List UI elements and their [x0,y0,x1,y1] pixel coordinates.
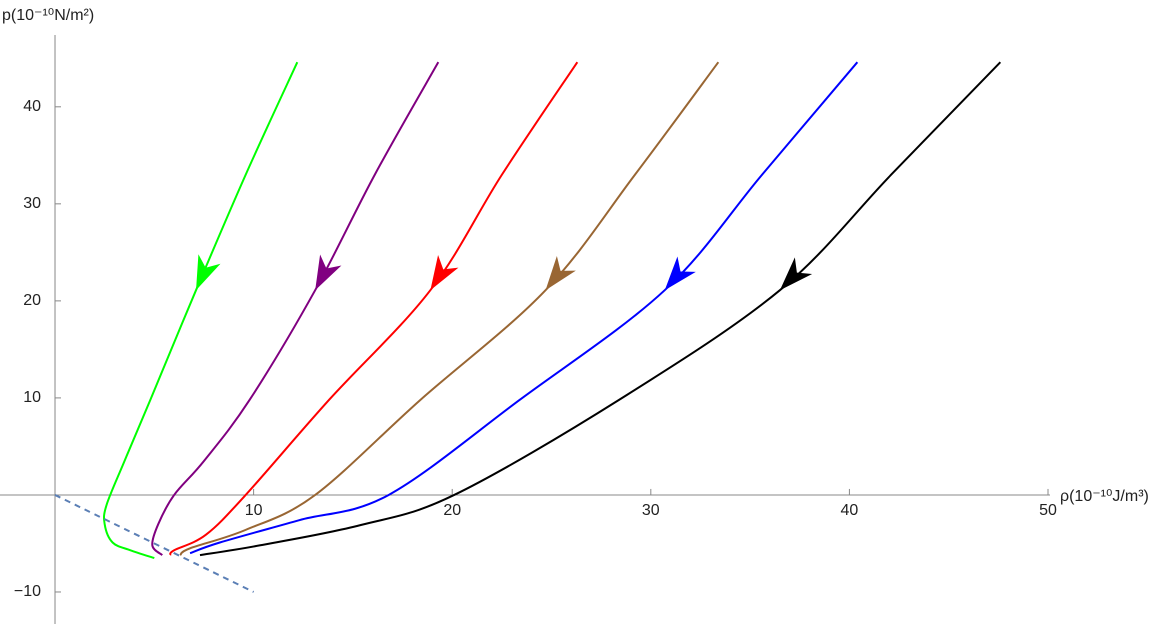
direction-arrow [664,256,696,291]
direction-arrow [430,254,459,291]
y-tick-label: 20 [23,292,41,309]
x-tick-label: 20 [443,502,461,519]
x-tick-label: 50 [1039,502,1057,519]
x-tick-label: 30 [642,502,660,519]
curve [199,61,1002,557]
x-axis-label: ρ(10⁻¹⁰J/m³) [1060,488,1149,505]
curve [151,61,440,556]
direction-arrow [779,257,813,291]
direction-arrow [545,255,576,291]
direction-arrow [196,254,221,291]
curve [189,61,859,555]
curve [179,61,720,556]
y-axis-label: p(10⁻¹⁰N/m²) [2,7,94,24]
y-tick-label: 40 [23,98,41,115]
x-tick-label: 40 [841,502,859,519]
y-tick-label: −10 [14,583,41,600]
curve [54,494,255,593]
direction-arrow [315,254,342,291]
curve [102,61,299,559]
y-tick-label: 10 [23,389,41,406]
x-tick-label: 10 [245,502,263,519]
y-tick-label: 30 [23,195,41,212]
curve [169,61,579,556]
